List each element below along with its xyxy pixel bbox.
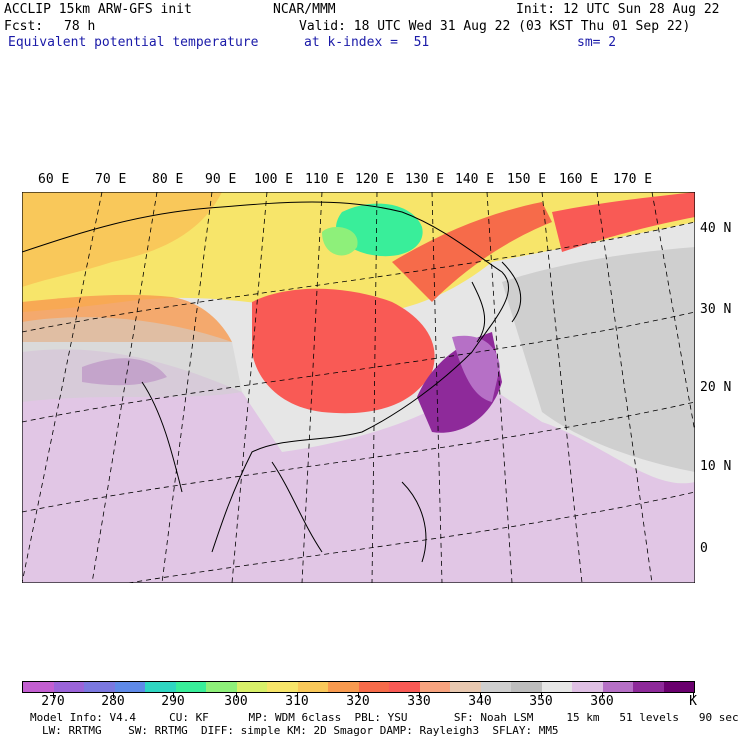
colorbar-swatch [389,682,420,692]
init-time: Init: 12 UTC Sun 28 Aug 22 [516,2,720,17]
colorbar-label: 360 [590,694,614,709]
colorbar-label: 350 [529,694,553,709]
field-name: Equivalent potential temperature [8,35,259,50]
latitude-label: 30 N [700,302,732,317]
colorbar-tick [297,693,298,698]
colorbar-label: 280 [101,694,125,709]
valid-time: Valid: 18 UTC Wed 31 Aug 22 (03 KST Thu … [299,19,691,34]
model-title: ACCLIP 15km ARW-GFS init [4,2,192,17]
longitude-label: 60 E [38,172,70,187]
colorbar-swatch [480,682,511,692]
colorbar-tick [358,693,359,698]
low-thetae-edge [322,227,358,256]
colorbar-label: 270 [41,694,65,709]
level-label: at k-index = 51 [304,35,430,50]
colorbar-swatch [175,682,206,692]
longitude-label: 130 E [405,172,445,187]
colorbar-swatch [602,682,633,692]
colorbar-swatch [297,682,328,692]
longitude-label: 160 E [559,172,599,187]
theta-e-map [22,192,695,583]
colorbar-swatch [53,682,84,692]
typhoon-outer [452,335,500,402]
colorbar-swatch [84,682,115,692]
colorbar [22,681,695,693]
latitude-label: 20 N [700,380,732,395]
org-label: NCAR/MMM [273,2,336,17]
land-grey [22,317,242,402]
colorbar-label: K [689,694,697,709]
longitude-label: 150 E [507,172,547,187]
latitude-label: 40 N [700,221,732,236]
longitude-label: 70 E [95,172,127,187]
longitude-label: 80 E [152,172,184,187]
colorbar-tick [541,693,542,698]
longitude-label: 90 E [205,172,237,187]
colorbar-swatch [328,682,359,692]
colorbar-label: 310 [285,694,309,709]
colorbar-label: 340 [468,694,492,709]
longitude-label: 110 E [305,172,345,187]
latitude-label: 0 [700,541,708,556]
colorbar-swatch [358,682,389,692]
colorbar-tick [113,693,114,698]
colorbar-swatch [419,682,450,692]
colorbar-label: 290 [161,694,185,709]
colorbar-swatch [663,682,694,692]
colorbar-swatch [572,682,603,692]
tropical-band [22,349,695,583]
coastline [22,201,509,553]
longitude-label: 170 E [613,172,653,187]
colorbar-tick [173,693,174,698]
colorbar-tick [480,693,481,698]
colorbar-tick [602,693,603,698]
colorbar-swatch [145,682,176,692]
low-thetae-region [336,203,423,257]
colorbar-label: 330 [407,694,431,709]
graticule [22,192,695,583]
colorbar-swatch [23,682,54,692]
model-info-line1: Model Info: V4.4 CU: KF MP: WDM 6class P… [30,711,739,724]
northwest-band [22,192,222,287]
smoothing-label: sm= 2 [577,35,617,50]
colorbar-swatch [511,682,542,692]
latitude-label: 10 N [700,459,732,474]
colorbar-tick [53,693,54,698]
colorbar-swatch [450,682,481,692]
model-info-line2: LW: RRTMG SW: RRTMG DIFF: simple KM: 2D … [42,724,559,737]
high-thetae-china [252,288,435,414]
high-thetae-northeast [392,202,552,302]
japan-coast [471,261,522,343]
colorbar-label: 320 [346,694,370,709]
colorbar-tick [419,693,420,698]
forecast-hours: 78 h [64,19,96,34]
colorbar-swatch [236,682,267,692]
longitude-label: 120 E [355,172,395,187]
colorbar-swatch [541,682,572,692]
longitude-label: 140 E [455,172,495,187]
colorbar-swatch [633,682,664,692]
forecast-label: Fcst: [4,19,44,34]
colorbar-tick [693,693,694,698]
coastline-south [141,381,427,563]
colorbar-swatch [206,682,237,692]
colorbar-swatch [114,682,145,692]
longitude-label: 100 E [254,172,294,187]
pacific-grey [502,247,695,472]
colorbar-tick [236,693,237,698]
high-thetae-pacific [552,192,695,252]
colorbar-swatch [267,682,298,692]
colorbar-label: 300 [224,694,248,709]
